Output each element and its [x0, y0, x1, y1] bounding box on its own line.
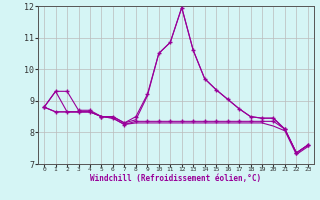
- X-axis label: Windchill (Refroidissement éolien,°C): Windchill (Refroidissement éolien,°C): [91, 174, 261, 183]
